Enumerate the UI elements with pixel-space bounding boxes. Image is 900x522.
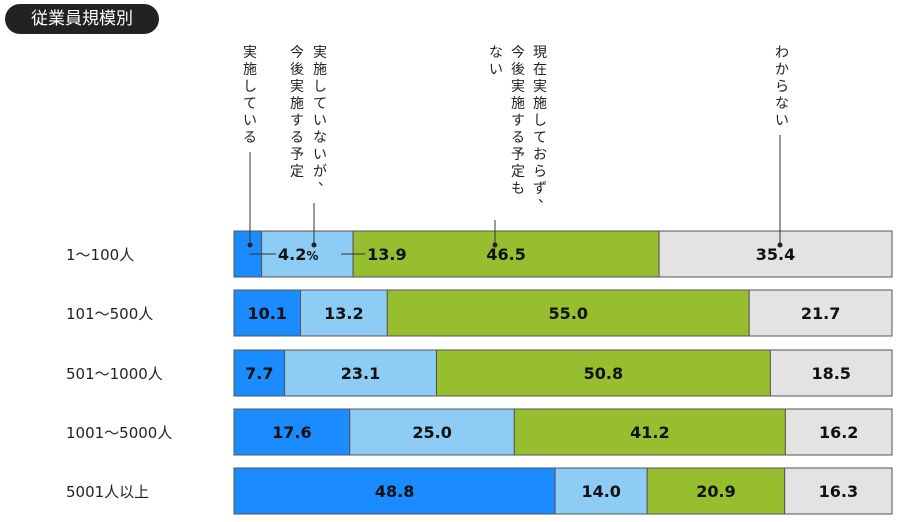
value-label: 21.7 <box>801 304 840 323</box>
legend-char: 実 <box>511 79 525 95</box>
value-label: 17.6 <box>272 423 311 442</box>
value-label: 23.1 <box>341 364 380 383</box>
legend-char: 実 <box>533 79 547 95</box>
legend-char: て <box>243 96 257 112</box>
legend-char: が <box>313 164 327 180</box>
legend-char: ず <box>533 181 547 197</box>
section-badge: 従業員規模別 <box>5 4 159 34</box>
legend-char: 施 <box>313 62 327 78</box>
bar-segment <box>352 230 660 278</box>
legend-char: い <box>313 147 327 163</box>
legend-char: 後 <box>290 62 304 78</box>
value-label: 13.9 <box>367 245 406 264</box>
legend-char: て <box>533 130 547 146</box>
legend-char: か <box>775 62 789 78</box>
value-label: 46.5 <box>486 245 525 264</box>
value-label: 20.9 <box>696 482 735 501</box>
value-label: 50.8 <box>584 364 623 383</box>
bar-segment <box>748 289 893 337</box>
bar-segment <box>436 349 771 397</box>
bar-segment <box>554 467 648 515</box>
value-label: 14.0 <box>581 482 620 501</box>
legend-char: す <box>290 113 304 129</box>
category-label: 101～500人 <box>66 305 153 323</box>
legend-char: い <box>243 113 257 129</box>
bar-segment <box>300 289 388 337</box>
legend-char: わ <box>775 45 789 61</box>
legend-pointer-dot <box>247 242 253 248</box>
legend-char: い <box>489 62 503 78</box>
legend-char: 施 <box>243 62 257 78</box>
legend-char: 後 <box>511 62 525 78</box>
legend-char: 、 <box>318 173 332 189</box>
legend-pointer-dot <box>311 242 317 248</box>
legend-char: し <box>313 79 327 95</box>
bar-segment <box>349 408 515 456</box>
legend-char: 予 <box>290 147 304 163</box>
legend-char: 予 <box>511 147 525 163</box>
legend-char: る <box>243 130 257 146</box>
value-label: 4.2% <box>278 245 318 264</box>
legend-char: 定 <box>290 164 304 180</box>
legend-char: 施 <box>290 96 304 112</box>
legend-char: 実 <box>290 79 304 95</box>
category-label: 5001人以上 <box>66 483 149 501</box>
legend-pointer-dot <box>777 242 783 248</box>
bar-segment <box>513 408 786 456</box>
legend-char: る <box>511 130 525 146</box>
value-label: 55.0 <box>549 304 588 323</box>
legend-char: な <box>775 96 789 112</box>
legend-char: 実 <box>243 45 257 61</box>
value-label: 35.4 <box>756 245 795 264</box>
value-label: 10.1 <box>247 304 286 323</box>
legend-char: て <box>313 96 327 112</box>
category-label: 1001～5000人 <box>66 424 172 442</box>
bar-segment <box>233 467 556 515</box>
legend-pointer-dot <box>492 242 498 248</box>
value-label: 48.8 <box>375 482 414 501</box>
value-label: 16.2 <box>819 423 858 442</box>
bar-segment <box>386 289 750 337</box>
legend-char: し <box>243 79 257 95</box>
category-label: 1～100人 <box>66 246 134 264</box>
value-label: 13.2 <box>324 304 363 323</box>
value-label: 16.3 <box>819 482 858 501</box>
bar-segment <box>284 349 437 397</box>
value-label: 25.0 <box>412 423 451 442</box>
bar-segment <box>233 349 286 397</box>
legend-char: な <box>313 130 327 146</box>
legend-char: な <box>489 45 503 61</box>
bar-segment <box>646 467 786 515</box>
bar-segment <box>769 349 893 397</box>
legend-char: ら <box>533 164 547 180</box>
legend-char: お <box>533 147 547 163</box>
legend-char: 施 <box>511 96 525 112</box>
legend-char: 今 <box>290 45 304 61</box>
legend-char: 実 <box>313 45 327 61</box>
legend-char: い <box>775 113 789 129</box>
value-label: 18.5 <box>811 364 850 383</box>
legend-char: ら <box>775 79 789 95</box>
bar-segment <box>658 230 893 278</box>
legend-char: 施 <box>533 96 547 112</box>
legend-char: い <box>313 113 327 129</box>
bar-segment <box>784 467 893 515</box>
legend-char: し <box>533 113 547 129</box>
legend-char: 今 <box>511 45 525 61</box>
bar-segment <box>233 289 301 337</box>
value-label: 7.7 <box>245 364 273 383</box>
legend-char: す <box>511 113 525 129</box>
legend-char: も <box>511 181 525 197</box>
category-label: 501～1000人 <box>66 365 163 383</box>
bar-segment <box>784 408 893 456</box>
legend-char: 、 <box>538 190 552 206</box>
legend-char: る <box>290 130 304 146</box>
legend-char: 現 <box>533 45 547 61</box>
legend-char: 定 <box>511 164 525 180</box>
value-label: 41.2 <box>630 423 669 442</box>
legend-char: 在 <box>533 62 547 78</box>
